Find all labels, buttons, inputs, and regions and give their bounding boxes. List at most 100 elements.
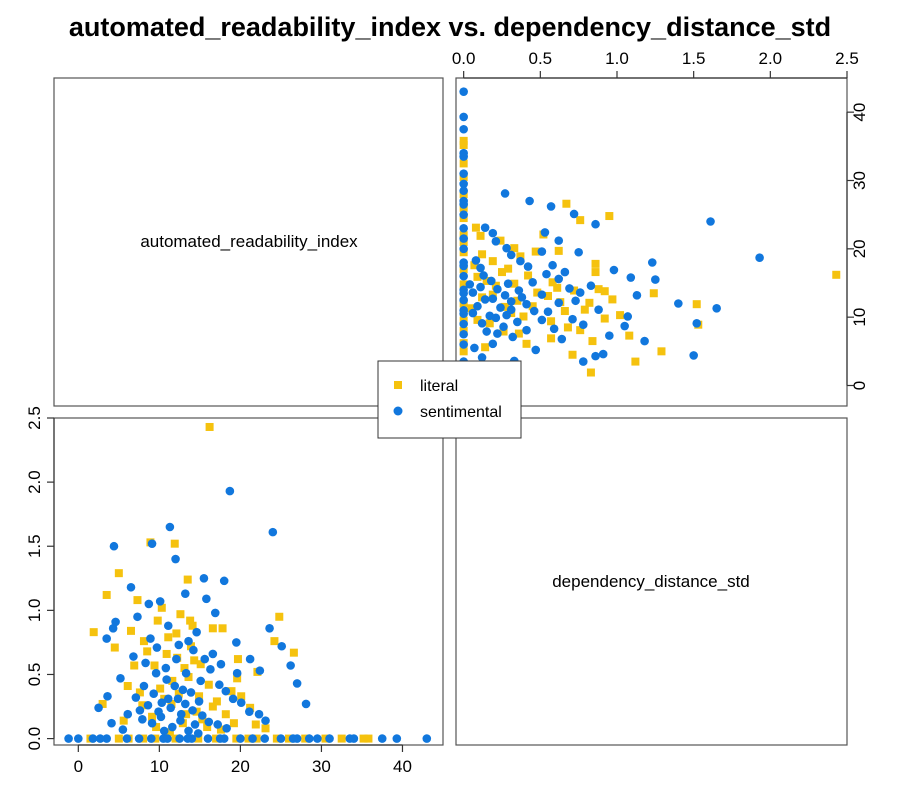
point-literal (203, 723, 212, 732)
point-sentimental (143, 700, 153, 710)
diagonal-label-automated-readability-index: automated_readability_index (140, 232, 358, 251)
point-sentimental (554, 298, 564, 308)
point-literal (143, 647, 152, 656)
point-literal (459, 159, 468, 168)
point-literal (470, 261, 479, 270)
point-literal (625, 331, 634, 340)
point-sentimental (141, 658, 150, 668)
point-sentimental (192, 627, 201, 637)
point-sentimental (175, 734, 184, 743)
point-sentimental (174, 640, 184, 650)
point-sentimental (459, 200, 468, 209)
point-literal (194, 734, 203, 743)
point-sentimental (118, 725, 128, 734)
point-sentimental (292, 679, 302, 688)
bottom-axis-tick-label: 10 (150, 757, 169, 776)
point-literal (467, 304, 476, 313)
point-literal (568, 350, 577, 359)
point-literal (528, 302, 537, 311)
point-sentimental (88, 734, 98, 743)
point-sentimental (248, 734, 257, 743)
point-literal (562, 199, 571, 208)
point-sentimental (565, 284, 574, 293)
point-sentimental (491, 313, 501, 323)
point-sentimental (543, 307, 553, 317)
point-sentimental (288, 734, 298, 743)
point-sentimental (152, 643, 162, 652)
point-sentimental (468, 288, 478, 297)
point-sentimental (111, 617, 120, 627)
point-literal (600, 287, 609, 296)
legend: literal sentimental (377, 360, 522, 439)
point-sentimental (134, 734, 144, 743)
top-axis-tick-label: 0.0 (452, 49, 476, 68)
point-sentimental (623, 312, 633, 321)
point-literal (208, 702, 217, 711)
point-sentimental (213, 720, 223, 729)
point-literal (580, 305, 589, 314)
point-sentimental (74, 734, 83, 743)
point-literal (585, 298, 594, 307)
point-sentimental (216, 659, 226, 669)
point-sentimental (181, 668, 191, 678)
point-sentimental (549, 324, 559, 334)
point-literal (183, 575, 192, 584)
point-sentimental (133, 612, 142, 622)
top-axis-tick-label: 1.0 (605, 49, 629, 68)
point-sentimental (499, 322, 508, 332)
point-literal (130, 661, 139, 670)
point-literal (516, 252, 525, 261)
point-literal (114, 569, 123, 578)
point-literal (270, 637, 279, 646)
point-literal (233, 674, 242, 683)
point-literal (459, 347, 468, 356)
point-literal (110, 643, 119, 652)
point-sentimental (459, 271, 468, 281)
point-sentimental (459, 288, 468, 298)
point-literal (459, 136, 468, 145)
point-sentimental (605, 331, 614, 340)
point-sentimental (245, 707, 254, 716)
point-literal (548, 278, 557, 287)
point-literal (501, 302, 510, 311)
point-sentimental (560, 267, 570, 277)
legend-box (377, 360, 522, 439)
point-sentimental (542, 269, 551, 279)
point-literal (139, 637, 148, 646)
point-literal (588, 337, 597, 346)
point-literal (657, 347, 666, 356)
point-sentimental (265, 624, 274, 633)
point-sentimental (493, 284, 502, 294)
point-sentimental (159, 726, 169, 736)
left-axis-tick-label: 1.5 (25, 534, 44, 558)
top-axis-tick-label: 1.5 (682, 49, 706, 68)
point-sentimental (496, 303, 505, 312)
point-sentimental (674, 299, 683, 308)
point-literal (600, 314, 609, 323)
point-sentimental (184, 726, 193, 736)
point-sentimental (479, 271, 488, 280)
point-sentimental (578, 357, 588, 366)
point-sentimental (516, 256, 525, 266)
point-sentimental (276, 734, 286, 743)
point-sentimental (574, 247, 583, 257)
point-literal (138, 701, 147, 710)
point-sentimental (222, 724, 231, 733)
point-sentimental (165, 522, 175, 532)
point-literal (359, 734, 368, 743)
point-literal (135, 688, 144, 697)
point-sentimental (225, 486, 235, 496)
point-literal (459, 140, 468, 149)
point-literal (89, 628, 98, 637)
point-literal (195, 692, 204, 701)
point-literal (229, 719, 238, 728)
point-sentimental (236, 698, 246, 707)
right-axis-tick-label: 40 (850, 103, 869, 122)
top-axis-tick-label: 2.5 (835, 49, 859, 68)
point-literal (476, 231, 485, 240)
point-sentimental (473, 301, 482, 311)
point-sentimental (168, 722, 177, 732)
point-literal (524, 271, 533, 280)
point-sentimental (198, 711, 207, 720)
point-literal (162, 649, 171, 658)
